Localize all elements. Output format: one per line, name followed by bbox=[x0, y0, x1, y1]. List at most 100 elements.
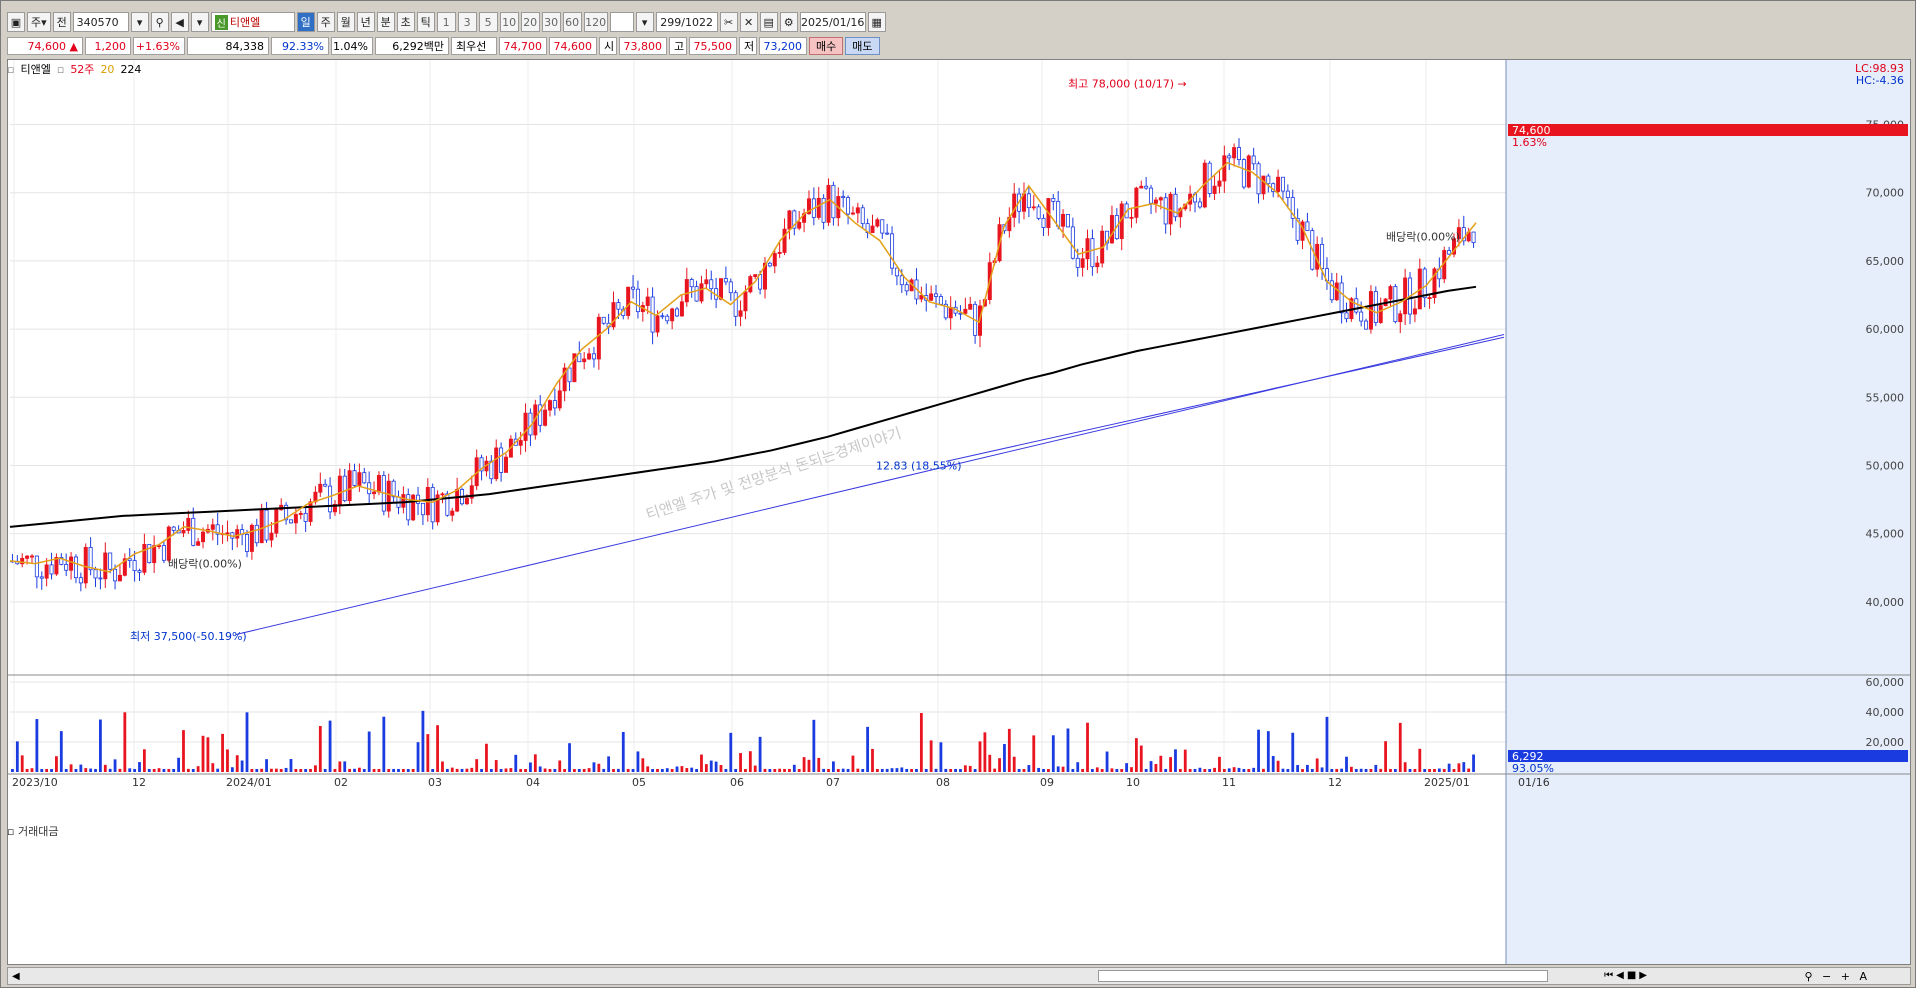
chart-panel[interactable]: 최고 78,000 (10/17) → 최저 37,500(-50.19%) 12.… bbox=[7, 59, 1911, 965]
volume-bar bbox=[646, 766, 650, 772]
candle-body bbox=[464, 497, 469, 505]
period-second[interactable]: 초 bbox=[396, 12, 415, 32]
volume-bar bbox=[846, 768, 850, 772]
volume-bar bbox=[626, 768, 630, 772]
buy-button[interactable]: 매수 bbox=[809, 37, 844, 55]
candle-body bbox=[186, 517, 191, 531]
period-year[interactable]: 년 bbox=[356, 12, 375, 32]
volume-bar bbox=[426, 734, 430, 772]
volume-bar bbox=[1164, 768, 1168, 772]
open-label: 시 bbox=[599, 37, 617, 55]
volume-bar bbox=[1262, 768, 1265, 772]
candle-body bbox=[372, 491, 377, 495]
interval-dropdown-icon[interactable]: ▾ bbox=[635, 12, 654, 32]
volume-bar bbox=[758, 736, 762, 772]
volume-bar bbox=[1012, 756, 1016, 772]
code-input[interactable]: 340570 bbox=[72, 12, 129, 32]
volume-bar bbox=[670, 768, 674, 772]
volume-bar bbox=[890, 768, 894, 772]
candle-body bbox=[147, 544, 152, 564]
volume-bar bbox=[949, 769, 953, 772]
stock-name-field[interactable]: 신 티앤엘 bbox=[210, 12, 295, 32]
period-type-select[interactable]: 주 ▾ bbox=[27, 12, 51, 32]
quote-bar: 74,600 ▲ 1,200 +1.63% 84,338 92.33% 1.04… bbox=[7, 36, 1907, 56]
calendar-icon[interactable]: ▦ bbox=[867, 12, 886, 32]
legend-stock-name: 티앤엘 bbox=[20, 63, 51, 76]
candle-body bbox=[503, 456, 508, 473]
candle-body bbox=[963, 308, 968, 314]
volume-bar bbox=[206, 737, 210, 772]
interval-60[interactable]: 60 bbox=[562, 12, 582, 32]
volume-bar bbox=[1335, 768, 1339, 772]
layout-icon[interactable]: ▣ bbox=[7, 12, 25, 32]
period-tick[interactable]: 틱 bbox=[416, 12, 435, 32]
time-tick-label: 06 bbox=[730, 776, 744, 789]
watermark: 티앤엘 주가 및 전망분석 돈되는경제이야기 bbox=[644, 424, 904, 524]
volume-bar bbox=[15, 741, 19, 772]
volume-bar bbox=[240, 760, 244, 772]
scissors-icon[interactable]: ✂ bbox=[719, 12, 738, 32]
time-tick-label: 01/16 bbox=[1518, 776, 1550, 789]
volume-bar bbox=[1349, 766, 1353, 772]
candle-body bbox=[709, 279, 714, 290]
time-tick-label: 03 bbox=[428, 776, 442, 789]
code-dropdown-icon[interactable]: ▾ bbox=[130, 12, 149, 32]
interval-30[interactable]: 30 bbox=[541, 12, 561, 32]
time-tick-label: 04 bbox=[526, 776, 540, 789]
volume-bar bbox=[1418, 748, 1422, 772]
interval-20[interactable]: 20 bbox=[520, 12, 540, 32]
speaker-icon[interactable]: ◀ bbox=[170, 12, 189, 32]
volume-bar bbox=[1208, 769, 1212, 772]
scroll-left-icon[interactable]: ◀ bbox=[12, 971, 20, 982]
volume-bar bbox=[1188, 769, 1192, 772]
stock-dropdown-icon[interactable]: ▾ bbox=[190, 12, 209, 32]
candles bbox=[10, 138, 1476, 592]
candle-body bbox=[826, 184, 831, 223]
period-day[interactable]: 일 bbox=[296, 12, 315, 32]
interval-3[interactable]: 3 bbox=[457, 12, 477, 32]
time-tick-label: 05 bbox=[632, 776, 646, 789]
custom-interval-input[interactable] bbox=[609, 12, 634, 32]
settings-icon[interactable]: ⚙ bbox=[779, 12, 798, 32]
volume-bar bbox=[866, 726, 870, 772]
candle-body bbox=[293, 514, 298, 524]
volume-bar bbox=[704, 764, 708, 772]
nav-buttons[interactable]: ⏮◀■▶ bbox=[1604, 970, 1650, 981]
volume-bar bbox=[216, 768, 220, 772]
candle-body bbox=[201, 531, 206, 543]
date-field[interactable]: 2025/01/16 bbox=[799, 12, 866, 32]
candle-body bbox=[386, 480, 391, 512]
interval-1[interactable]: 1 bbox=[436, 12, 456, 32]
sell-button[interactable]: 매도 bbox=[845, 37, 880, 55]
period-month[interactable]: 월 bbox=[336, 12, 355, 32]
candle-body bbox=[132, 560, 137, 572]
candle-body bbox=[543, 409, 548, 426]
period-week[interactable]: 주 bbox=[316, 12, 335, 32]
count-field[interactable]: 299/1022 bbox=[655, 12, 718, 32]
interval-5[interactable]: 5 bbox=[478, 12, 498, 32]
volume-bar bbox=[1203, 768, 1207, 772]
candle-body bbox=[103, 552, 108, 580]
candle-body bbox=[288, 519, 293, 524]
scroll-thumb[interactable] bbox=[1098, 970, 1548, 982]
interval-120[interactable]: 120 bbox=[583, 12, 608, 32]
candle-body bbox=[191, 517, 196, 546]
volume-bar bbox=[592, 762, 596, 772]
volume-bar bbox=[1071, 769, 1075, 772]
candle-body bbox=[328, 485, 333, 513]
search-icon[interactable]: ⚲ bbox=[150, 12, 169, 32]
zoom-controls[interactable]: ⚲ − + A bbox=[1804, 970, 1870, 983]
volume-bar bbox=[660, 768, 664, 772]
crosshair-icon[interactable]: ✕ bbox=[739, 12, 758, 32]
interval-10[interactable]: 10 bbox=[499, 12, 519, 32]
volume-bar bbox=[99, 719, 102, 772]
candle-body bbox=[1359, 311, 1364, 322]
volume-bar bbox=[1081, 768, 1085, 772]
period-minute[interactable]: 분 bbox=[376, 12, 395, 32]
market-select[interactable]: 전 bbox=[52, 12, 71, 32]
volume-bar bbox=[1296, 765, 1300, 772]
candle-body bbox=[885, 232, 890, 235]
price-chart[interactable]: 최고 78,000 (10/17) → 최저 37,500(-50.19%) 12.… bbox=[8, 60, 1910, 964]
save-icon[interactable]: ▤ bbox=[759, 12, 778, 32]
scroll-bar[interactable]: ◀ ⏮◀■▶ ⚲ − + A bbox=[7, 967, 1911, 985]
